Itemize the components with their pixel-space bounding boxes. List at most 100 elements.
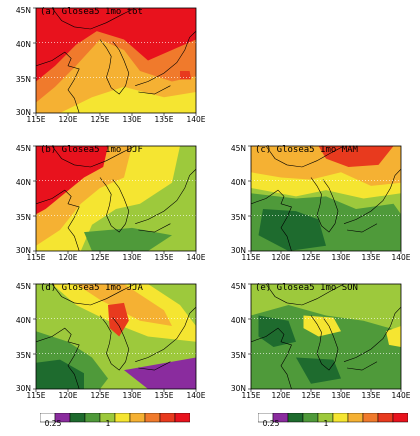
panel-a-xtick-135e: 135E bbox=[154, 115, 174, 124]
panel-e-coastline-2 bbox=[343, 306, 402, 362]
panel-e-map bbox=[248, 283, 402, 392]
panel-d-region-5 bbox=[36, 359, 84, 389]
panel-c-title: (c) Glosea5 1mo MAM bbox=[255, 145, 358, 155]
panel-c-coastline-3 bbox=[346, 223, 378, 233]
panel-b-map bbox=[33, 145, 197, 254]
panel-d-ytick-35n: 35N bbox=[15, 351, 31, 360]
panel-c-ytick-30n: 30N bbox=[230, 246, 246, 255]
panel-d-ytick-45n: 45N bbox=[15, 282, 31, 291]
panel-d-coastline-4 bbox=[51, 283, 136, 306]
panel-b-title: (b) Glosea5 1mo DJF bbox=[40, 145, 143, 155]
panel-b-xtick-115e: 115E bbox=[26, 253, 46, 262]
panel-b-xtick-135e: 135E bbox=[154, 253, 174, 262]
cbar-right-swatch-8 bbox=[377, 412, 394, 423]
panel-e: (e) Glosea5 1mo SON 45N 40N 35N 30N 115E… bbox=[225, 280, 420, 405]
panel-c: (c) Glosea5 1mo MAM 45N 40N 35N 30N 115E… bbox=[225, 142, 420, 267]
panel-c-coastline-2 bbox=[343, 168, 402, 224]
panel-e-xtick-115e: 115E bbox=[241, 391, 261, 400]
panel-e-region-2 bbox=[303, 315, 341, 337]
panel-d-coastline-0 bbox=[35, 327, 80, 390]
panel-a-xtick-120e: 120E bbox=[58, 115, 78, 124]
panel-c-frame bbox=[250, 145, 402, 252]
panel-c-xtick-130e: 130E bbox=[331, 253, 351, 262]
panel-c-xtick-115e: 115E bbox=[241, 253, 261, 262]
panel-c-xtick-135e: 135E bbox=[361, 253, 381, 262]
panel-e-region-4 bbox=[258, 315, 296, 347]
colorbar-right-label-1: 1 bbox=[323, 419, 329, 428]
panel-e-ytick-45n: 45N bbox=[230, 282, 246, 291]
panel-b-xtick-130e: 130E bbox=[122, 253, 142, 262]
panel-a-coastline-3 bbox=[138, 85, 171, 95]
panel-d-ytick-40n: 40N bbox=[15, 316, 31, 325]
panel-c-region-3 bbox=[318, 146, 394, 167]
panel-a: (a) Glosea5 1mo tot 45N 40N 35N 30N 115E… bbox=[10, 4, 210, 129]
panel-e-xtick-130e: 130E bbox=[331, 391, 351, 400]
panel-a-ytick-45n: 45N bbox=[15, 6, 31, 15]
cbar-right-swatch-2 bbox=[287, 412, 304, 423]
panel-d-ytick-30n: 30N bbox=[15, 384, 31, 393]
panel-d-xtick-125e: 125E bbox=[90, 391, 110, 400]
panel-c-ytick-45n: 45N bbox=[230, 144, 246, 153]
panel-b-coastline-1 bbox=[99, 177, 130, 233]
panel-d-xtick-135e: 135E bbox=[154, 391, 174, 400]
panel-a-frame bbox=[35, 7, 197, 114]
panel-d-xtick-120e: 120E bbox=[58, 391, 78, 400]
panel-e-xtick-135e: 135E bbox=[361, 391, 381, 400]
panel-c-coastline-4 bbox=[265, 145, 345, 168]
cbar-right-swatch-6 bbox=[347, 412, 364, 423]
panel-c-xtick-140e: 140E bbox=[391, 253, 411, 262]
panel-a-coastline-0 bbox=[35, 51, 80, 114]
panel-d-coastline-2 bbox=[135, 306, 197, 362]
panel-b: (b) Glosea5 1mo DJF 45N 40N 35N 30N 115E… bbox=[10, 142, 210, 267]
panel-e-ytick-35n: 35N bbox=[230, 351, 246, 360]
panel-e-coastline-0 bbox=[250, 327, 292, 390]
panel-b-coastline-2 bbox=[135, 168, 197, 224]
panel-e-coastline-4 bbox=[265, 283, 345, 306]
panel-b-ytick-35n: 35N bbox=[15, 213, 31, 222]
panel-a-region-3 bbox=[36, 8, 196, 82]
panel-e-coastline-1 bbox=[310, 315, 339, 371]
panel-b-ytick-40n: 40N bbox=[15, 178, 31, 187]
panel-d-frame bbox=[35, 283, 197, 390]
panel-a-xtick-125e: 125E bbox=[90, 115, 110, 124]
panel-a-region-4 bbox=[180, 71, 192, 80]
panel-e-xtick-140e: 140E bbox=[391, 391, 411, 400]
cbar-right-swatch-7 bbox=[362, 412, 379, 423]
colorbar-right-label-025: 0.25 bbox=[262, 419, 280, 428]
panel-c-map bbox=[248, 145, 402, 254]
cbar-left-swatch-8 bbox=[159, 412, 176, 423]
panel-a-coastline-4 bbox=[51, 7, 136, 30]
panel-d-xtick-130e: 130E bbox=[122, 391, 142, 400]
panel-b-coastline-3 bbox=[138, 223, 171, 233]
panel-a-title: (a) Glosea5 1mo tot bbox=[40, 7, 143, 17]
colorbar-left-label-025: 0.25 bbox=[44, 419, 62, 428]
panel-e-xtick-125e: 125E bbox=[301, 391, 321, 400]
panel-a-xtick-115e: 115E bbox=[26, 115, 46, 124]
panel-d-map bbox=[33, 283, 197, 392]
panel-c-ytick-40n: 40N bbox=[230, 178, 246, 187]
colorbar-left: 0.25 1 bbox=[39, 408, 191, 434]
panel-e-region-5 bbox=[296, 357, 341, 384]
panel-a-coastline-1 bbox=[99, 39, 130, 95]
panel-d-region-3 bbox=[108, 302, 129, 337]
panel-b-xtick-125e: 125E bbox=[90, 253, 110, 262]
panel-e-xtick-120e: 120E bbox=[271, 391, 291, 400]
panel-b-xtick-140e: 140E bbox=[186, 253, 206, 262]
panel-d-title: (d) Glosea5 1mo JJA bbox=[40, 283, 143, 293]
panel-a-coastline-2 bbox=[135, 30, 197, 86]
cbar-right-swatch-9 bbox=[392, 412, 409, 423]
panel-e-region-3 bbox=[386, 326, 401, 347]
panel-b-region-4 bbox=[84, 227, 172, 251]
colorbar-left-label-1: 1 bbox=[105, 419, 111, 428]
panel-e-region-1 bbox=[251, 284, 401, 332]
colorbar-right-swatches bbox=[257, 412, 409, 423]
panel-d: (d) Glosea5 1mo JJA 45N 40N 35N 30N 115E… bbox=[10, 280, 210, 405]
panel-d-xtick-115e: 115E bbox=[26, 391, 46, 400]
colorbar-right: 0.25 1 bbox=[257, 408, 409, 434]
panel-d-coastline-1 bbox=[99, 315, 130, 371]
panel-c-xtick-125e: 125E bbox=[301, 253, 321, 262]
panel-a-ytick-30n: 30N bbox=[15, 108, 31, 117]
panel-c-coastline-0 bbox=[250, 189, 292, 252]
panel-b-coastline-0 bbox=[35, 189, 80, 252]
panel-b-ytick-45n: 45N bbox=[15, 144, 31, 153]
